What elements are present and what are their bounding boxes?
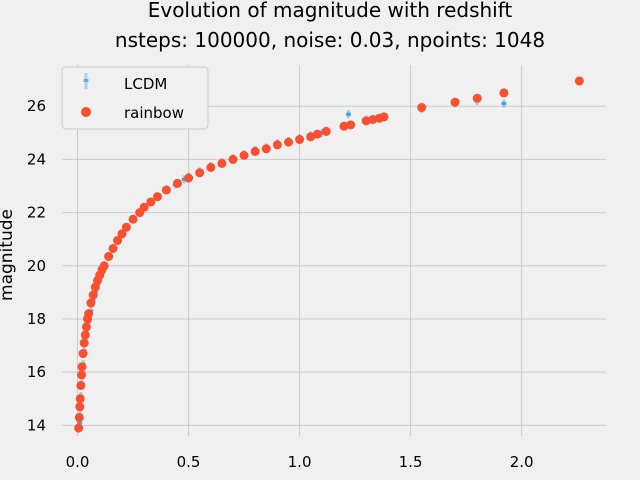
x-tick-label: 0.5 [177,453,201,471]
rainbow-point [379,112,389,122]
rainbow-point [250,146,260,156]
rainbow-point [206,162,216,172]
rainbow-point [75,402,85,412]
legend: LCDM rainbow [61,66,209,130]
rainbow-point [152,192,162,202]
rainbow-point [108,244,118,254]
y-tick-label: 22 [27,204,46,222]
rainbow-point [339,121,349,131]
legend-label-lcdm: LCDM [124,75,167,93]
y-axis-label: magnitude [0,209,17,301]
tick-labels: 0.0 0.5 1.0 1.5 2.0 14 16 18 20 22 24 26 [27,97,534,471]
rainbow-point [217,158,227,168]
chart-subtitle: nsteps: 100000, noise: 0.03, npoints: 10… [115,28,545,52]
rainbow-point [146,197,156,207]
rainbow-point [161,185,171,195]
rainbow-point [272,140,282,150]
rainbow-point [77,370,87,380]
rainbow-point [261,144,271,154]
rainbow-point [75,394,85,404]
rainbow-point [283,137,293,147]
rainbow-point [472,93,482,103]
rainbow-point [79,338,89,348]
rainbow-point [84,309,94,319]
rainbow-point [417,103,427,113]
rainbow-point [312,129,322,139]
rainbow-point [361,116,371,126]
x-tick-label: 1.5 [399,453,423,471]
rainbow-point [574,76,584,86]
lcdm-point [345,110,351,119]
rainbow-point [88,290,98,300]
legend-marker-rainbow [81,107,91,117]
x-tick-label: 0.0 [66,453,90,471]
rainbow-point [113,236,123,246]
rainbow-point [295,134,305,144]
legend-box [61,66,209,130]
rainbow-point [228,154,238,164]
rainbow-point [346,120,356,130]
y-tick-label: 14 [27,416,46,434]
y-tick-label: 18 [27,310,46,328]
rainbow-point [86,298,96,308]
y-tick-label: 24 [27,150,46,168]
rainbow-point [195,168,205,178]
rainbow-point [321,126,331,136]
rainbow-point [76,380,86,390]
x-tick-label: 1.0 [288,453,312,471]
y-tick-label: 26 [27,97,46,115]
y-tick-label: 16 [27,363,46,381]
rainbow-point [117,229,127,239]
rainbow-point [368,115,378,125]
legend-marker-lcdm [83,73,89,89]
rainbow-point [80,330,90,340]
rainbow-point [239,150,249,160]
rainbow-point [77,362,87,372]
lcdm-point [501,99,507,108]
rainbow-point [128,214,138,224]
rainbow-point [74,412,84,422]
lcdm-point [181,175,187,184]
rainbow-point [74,423,84,433]
x-tick-label: 2.0 [510,453,534,471]
chart-title: Evolution of magnitude with redshift [148,0,513,22]
rainbow-point [139,202,149,212]
lcdm-point [319,128,325,137]
legend-label-rainbow: rainbow [124,104,184,122]
rainbow-point [78,349,88,359]
rainbow-point [499,88,509,98]
rainbow-point [104,251,114,261]
grid [62,65,606,436]
y-tick-label: 20 [27,257,46,275]
rainbow-point [450,97,460,107]
rainbow-point [121,222,131,232]
rainbow-point [99,261,109,271]
rainbow-point [184,173,194,183]
series-rainbow [74,76,584,433]
rainbow-point [81,322,91,332]
rainbow-point [172,178,182,188]
